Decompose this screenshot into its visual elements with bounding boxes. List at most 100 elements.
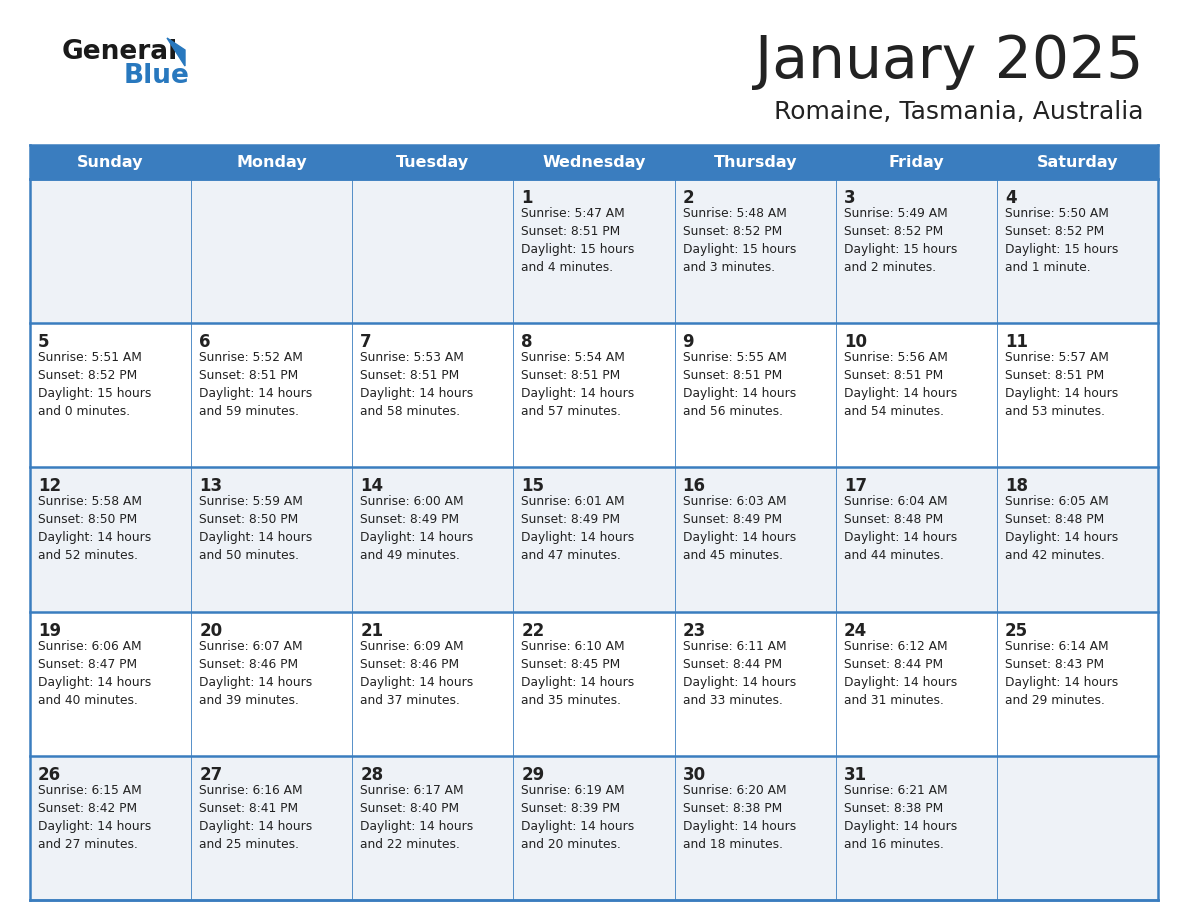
Text: Sunrise: 5:50 AM
Sunset: 8:52 PM
Daylight: 15 hours
and 1 minute.: Sunrise: 5:50 AM Sunset: 8:52 PM Dayligh… — [1005, 207, 1118, 274]
Text: 15: 15 — [522, 477, 544, 496]
Text: 29: 29 — [522, 766, 544, 784]
Text: 25: 25 — [1005, 621, 1028, 640]
Text: January 2025: January 2025 — [754, 33, 1143, 91]
Text: 22: 22 — [522, 621, 544, 640]
Bar — [997, 145, 1158, 179]
Text: Sunrise: 5:58 AM
Sunset: 8:50 PM
Daylight: 14 hours
and 52 minutes.: Sunrise: 5:58 AM Sunset: 8:50 PM Dayligh… — [38, 496, 151, 563]
Bar — [30, 756, 191, 900]
Bar — [835, 756, 997, 900]
Bar — [513, 145, 675, 179]
Text: Sunrise: 5:52 AM
Sunset: 8:51 PM
Daylight: 14 hours
and 59 minutes.: Sunrise: 5:52 AM Sunset: 8:51 PM Dayligh… — [200, 352, 312, 419]
Bar — [997, 179, 1158, 323]
Text: Sunrise: 6:12 AM
Sunset: 8:44 PM
Daylight: 14 hours
and 31 minutes.: Sunrise: 6:12 AM Sunset: 8:44 PM Dayligh… — [843, 640, 958, 707]
Bar — [513, 323, 675, 467]
Bar — [353, 323, 513, 467]
Bar — [353, 145, 513, 179]
Text: 12: 12 — [38, 477, 61, 496]
Bar — [675, 756, 835, 900]
Bar — [997, 467, 1158, 611]
Text: Sunday: Sunday — [77, 154, 144, 170]
Text: 13: 13 — [200, 477, 222, 496]
Text: Sunrise: 6:19 AM
Sunset: 8:39 PM
Daylight: 14 hours
and 20 minutes.: Sunrise: 6:19 AM Sunset: 8:39 PM Dayligh… — [522, 784, 634, 851]
Text: Sunrise: 6:06 AM
Sunset: 8:47 PM
Daylight: 14 hours
and 40 minutes.: Sunrise: 6:06 AM Sunset: 8:47 PM Dayligh… — [38, 640, 151, 707]
Text: Sunrise: 6:05 AM
Sunset: 8:48 PM
Daylight: 14 hours
and 42 minutes.: Sunrise: 6:05 AM Sunset: 8:48 PM Dayligh… — [1005, 496, 1118, 563]
Text: 17: 17 — [843, 477, 867, 496]
Bar — [835, 323, 997, 467]
Text: 24: 24 — [843, 621, 867, 640]
Text: 18: 18 — [1005, 477, 1028, 496]
Bar — [30, 611, 191, 756]
Bar — [997, 611, 1158, 756]
Text: 5: 5 — [38, 333, 50, 352]
Bar — [997, 323, 1158, 467]
Text: 16: 16 — [683, 477, 706, 496]
Text: 30: 30 — [683, 766, 706, 784]
Text: Sunrise: 6:10 AM
Sunset: 8:45 PM
Daylight: 14 hours
and 35 minutes.: Sunrise: 6:10 AM Sunset: 8:45 PM Dayligh… — [522, 640, 634, 707]
Text: Sunrise: 6:09 AM
Sunset: 8:46 PM
Daylight: 14 hours
and 37 minutes.: Sunrise: 6:09 AM Sunset: 8:46 PM Dayligh… — [360, 640, 474, 707]
Text: Sunrise: 6:01 AM
Sunset: 8:49 PM
Daylight: 14 hours
and 47 minutes.: Sunrise: 6:01 AM Sunset: 8:49 PM Dayligh… — [522, 496, 634, 563]
Bar — [191, 179, 353, 323]
Bar — [353, 611, 513, 756]
Bar — [675, 611, 835, 756]
Bar — [30, 145, 191, 179]
Text: Sunrise: 6:21 AM
Sunset: 8:38 PM
Daylight: 14 hours
and 16 minutes.: Sunrise: 6:21 AM Sunset: 8:38 PM Dayligh… — [843, 784, 958, 851]
Text: Sunrise: 6:14 AM
Sunset: 8:43 PM
Daylight: 14 hours
and 29 minutes.: Sunrise: 6:14 AM Sunset: 8:43 PM Dayligh… — [1005, 640, 1118, 707]
Text: 23: 23 — [683, 621, 706, 640]
Text: Sunrise: 5:51 AM
Sunset: 8:52 PM
Daylight: 15 hours
and 0 minutes.: Sunrise: 5:51 AM Sunset: 8:52 PM Dayligh… — [38, 352, 151, 419]
Bar — [353, 467, 513, 611]
Text: 6: 6 — [200, 333, 210, 352]
Text: Sunrise: 5:56 AM
Sunset: 8:51 PM
Daylight: 14 hours
and 54 minutes.: Sunrise: 5:56 AM Sunset: 8:51 PM Dayligh… — [843, 352, 958, 419]
Text: 19: 19 — [38, 621, 61, 640]
Text: Sunrise: 6:04 AM
Sunset: 8:48 PM
Daylight: 14 hours
and 44 minutes.: Sunrise: 6:04 AM Sunset: 8:48 PM Dayligh… — [843, 496, 958, 563]
Text: 9: 9 — [683, 333, 694, 352]
Text: Sunrise: 6:11 AM
Sunset: 8:44 PM
Daylight: 14 hours
and 33 minutes.: Sunrise: 6:11 AM Sunset: 8:44 PM Dayligh… — [683, 640, 796, 707]
Text: 27: 27 — [200, 766, 222, 784]
Text: Sunrise: 5:57 AM
Sunset: 8:51 PM
Daylight: 14 hours
and 53 minutes.: Sunrise: 5:57 AM Sunset: 8:51 PM Dayligh… — [1005, 352, 1118, 419]
Text: Romaine, Tasmania, Australia: Romaine, Tasmania, Australia — [773, 100, 1143, 124]
Text: Sunrise: 5:55 AM
Sunset: 8:51 PM
Daylight: 14 hours
and 56 minutes.: Sunrise: 5:55 AM Sunset: 8:51 PM Dayligh… — [683, 352, 796, 419]
Text: Saturday: Saturday — [1037, 154, 1118, 170]
Text: 7: 7 — [360, 333, 372, 352]
Bar — [191, 756, 353, 900]
Bar — [30, 467, 191, 611]
Bar — [353, 179, 513, 323]
Text: 21: 21 — [360, 621, 384, 640]
Text: Thursday: Thursday — [713, 154, 797, 170]
Text: Friday: Friday — [889, 154, 944, 170]
Bar — [513, 179, 675, 323]
Bar — [353, 756, 513, 900]
Text: 10: 10 — [843, 333, 867, 352]
Text: Sunrise: 6:00 AM
Sunset: 8:49 PM
Daylight: 14 hours
and 49 minutes.: Sunrise: 6:00 AM Sunset: 8:49 PM Dayligh… — [360, 496, 474, 563]
Bar — [30, 179, 191, 323]
Text: Sunrise: 6:15 AM
Sunset: 8:42 PM
Daylight: 14 hours
and 27 minutes.: Sunrise: 6:15 AM Sunset: 8:42 PM Dayligh… — [38, 784, 151, 851]
Bar — [191, 145, 353, 179]
Text: 11: 11 — [1005, 333, 1028, 352]
Text: Sunrise: 6:07 AM
Sunset: 8:46 PM
Daylight: 14 hours
and 39 minutes.: Sunrise: 6:07 AM Sunset: 8:46 PM Dayligh… — [200, 640, 312, 707]
Bar — [191, 611, 353, 756]
Text: Monday: Monday — [236, 154, 307, 170]
Text: Sunrise: 5:59 AM
Sunset: 8:50 PM
Daylight: 14 hours
and 50 minutes.: Sunrise: 5:59 AM Sunset: 8:50 PM Dayligh… — [200, 496, 312, 563]
Bar — [675, 179, 835, 323]
Polygon shape — [168, 38, 185, 66]
Text: 14: 14 — [360, 477, 384, 496]
Text: 26: 26 — [38, 766, 61, 784]
Bar — [513, 756, 675, 900]
Text: 4: 4 — [1005, 189, 1017, 207]
Text: Sunrise: 5:47 AM
Sunset: 8:51 PM
Daylight: 15 hours
and 4 minutes.: Sunrise: 5:47 AM Sunset: 8:51 PM Dayligh… — [522, 207, 634, 274]
Bar — [675, 323, 835, 467]
Bar — [675, 467, 835, 611]
Text: Sunrise: 5:53 AM
Sunset: 8:51 PM
Daylight: 14 hours
and 58 minutes.: Sunrise: 5:53 AM Sunset: 8:51 PM Dayligh… — [360, 352, 474, 419]
Bar — [835, 179, 997, 323]
Text: Sunrise: 6:20 AM
Sunset: 8:38 PM
Daylight: 14 hours
and 18 minutes.: Sunrise: 6:20 AM Sunset: 8:38 PM Dayligh… — [683, 784, 796, 851]
Bar — [191, 467, 353, 611]
Text: Sunrise: 6:03 AM
Sunset: 8:49 PM
Daylight: 14 hours
and 45 minutes.: Sunrise: 6:03 AM Sunset: 8:49 PM Dayligh… — [683, 496, 796, 563]
Text: 1: 1 — [522, 189, 533, 207]
Bar — [513, 467, 675, 611]
Text: 8: 8 — [522, 333, 533, 352]
Text: 28: 28 — [360, 766, 384, 784]
Bar — [835, 467, 997, 611]
Text: Tuesday: Tuesday — [397, 154, 469, 170]
Text: 2: 2 — [683, 189, 694, 207]
Text: Wednesday: Wednesday — [542, 154, 646, 170]
Bar — [675, 145, 835, 179]
